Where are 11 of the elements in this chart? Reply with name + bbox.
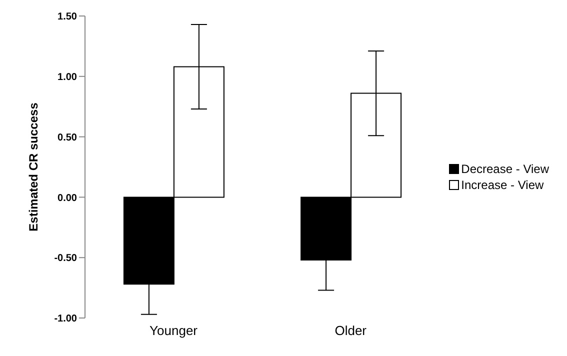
y-tick-label: 1.00 <box>58 72 78 83</box>
y-tick-label: 0.50 <box>58 132 78 144</box>
legend-label: Increase - View <box>461 178 544 192</box>
y-tick-label: 1.50 <box>58 12 78 23</box>
y-axis-title: Estimated CR success <box>26 102 40 232</box>
y-tick-label: 0.00 <box>58 192 78 204</box>
legend-label: Decrease - View <box>461 162 549 176</box>
y-tick-label: -1.00 <box>54 314 78 325</box>
x-tick-label: Younger <box>150 323 198 338</box>
y-tick-label: -0.50 <box>54 253 78 264</box>
x-tick-label: Older <box>334 323 368 338</box>
